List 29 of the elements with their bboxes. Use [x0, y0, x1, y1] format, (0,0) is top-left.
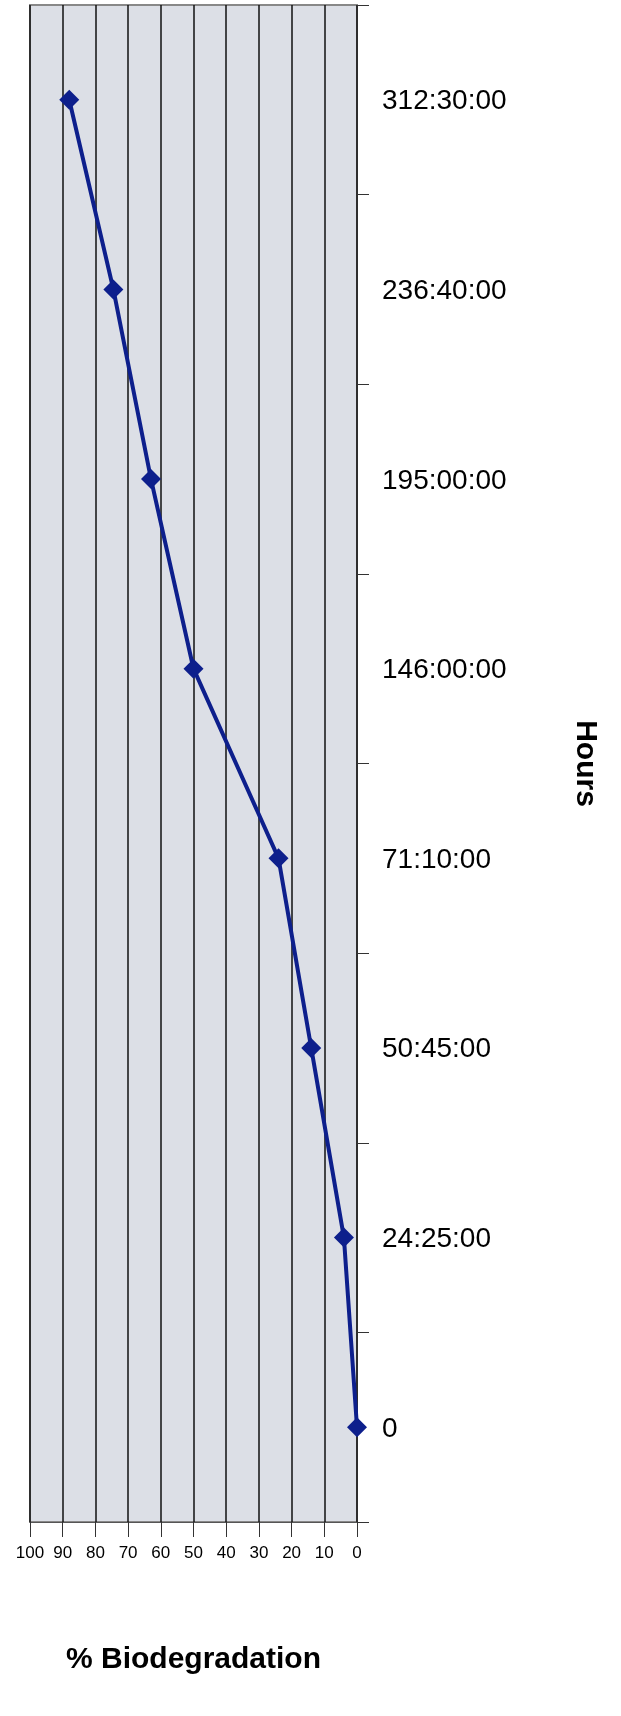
x-tick-label: 40	[216, 1543, 236, 1562]
y-tick-label: 71:10:00	[382, 842, 491, 874]
point	[103, 279, 124, 300]
x-tick-label: 0	[352, 1543, 362, 1562]
y-tick-label: 0	[382, 1411, 398, 1443]
point	[333, 1227, 354, 1248]
y-tick-label: 50:45:00	[382, 1032, 491, 1064]
x-tick-label: 20	[282, 1543, 302, 1562]
y-tick-label: 312:30:00	[382, 84, 507, 116]
x-tick-label: 60	[151, 1543, 171, 1562]
x-tick-label: 50	[184, 1543, 203, 1562]
y-axis-title: Hours	[570, 720, 604, 807]
y-tick-label: 146:00:00	[382, 653, 507, 685]
x-tick-label: 80	[85, 1543, 105, 1562]
point	[301, 1037, 322, 1058]
y-tick-label: 24:25:00	[382, 1222, 491, 1254]
y-tick-label: 195:00:00	[382, 463, 507, 495]
point	[183, 658, 204, 679]
point	[140, 469, 161, 490]
x-tick-label: 30	[249, 1543, 269, 1562]
x-tick-label: 100	[15, 1543, 45, 1562]
point	[59, 89, 80, 110]
x-tick-label: 70	[118, 1543, 138, 1562]
x-axis-title: % Biodegradation	[65, 1640, 322, 1674]
point	[268, 848, 289, 869]
y-tick-label: 236:40:00	[382, 273, 507, 305]
x-tick-label: 10	[314, 1543, 334, 1562]
point	[347, 1417, 367, 1438]
x-tick-label: 90	[53, 1543, 73, 1562]
